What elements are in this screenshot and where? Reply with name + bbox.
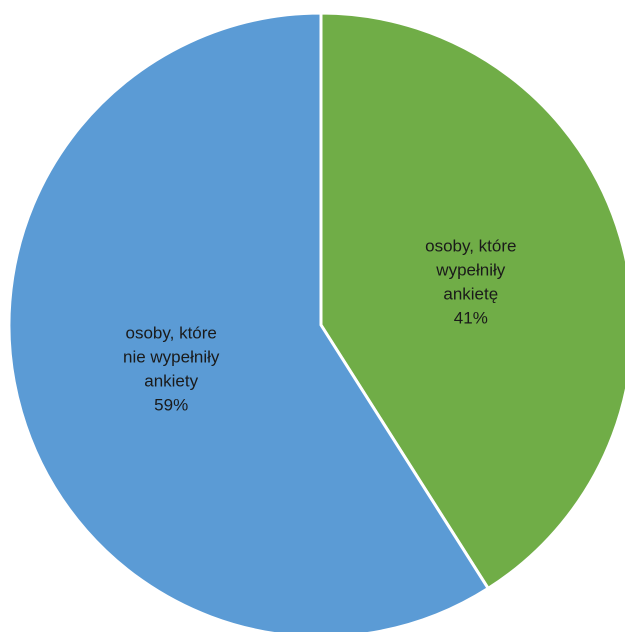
slice-percent-label: 41% — [454, 309, 488, 328]
pie-slice-label-0: osoby, które wypełniły ankietę 41% — [425, 237, 516, 328]
slice-label-line: osoby, które — [126, 324, 217, 343]
slice-label-line: nie wypełniły — [123, 348, 220, 367]
pie-slice-label-1: osoby, które nie wypełniły ankiety 59% — [123, 324, 220, 415]
slice-label-line: ankietę — [443, 285, 498, 304]
slice-label-line: ankiety — [144, 372, 198, 391]
slice-percent-label: 59% — [154, 396, 188, 415]
slices-layer — [7, 11, 625, 637]
labels-layer: osoby, które wypełniły ankietę 41%osoby, kt… — [123, 237, 516, 415]
slice-label-line: osoby, które — [425, 237, 516, 256]
slice-label-line: wypełniły — [435, 261, 505, 280]
